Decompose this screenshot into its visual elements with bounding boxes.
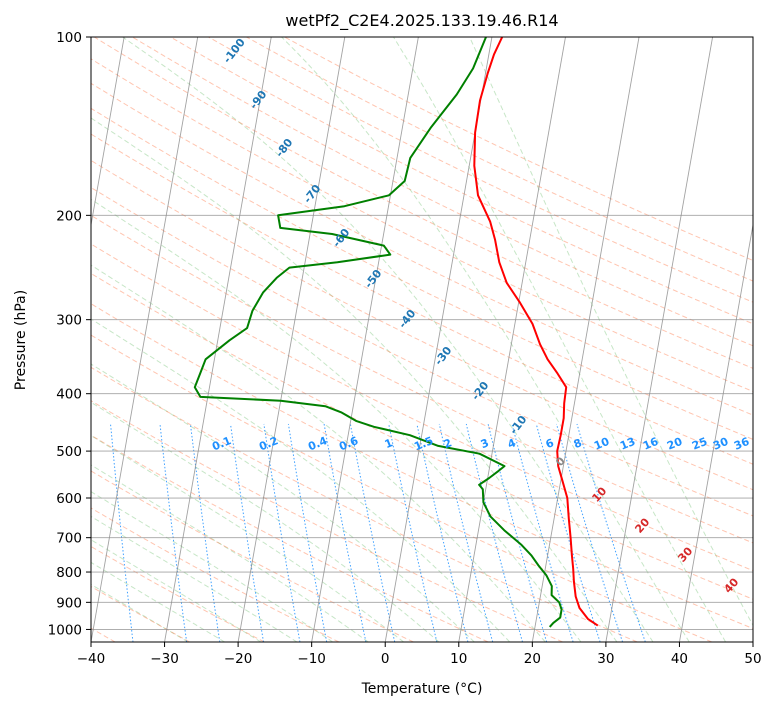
plot-frame [90, 36, 754, 643]
moist-adiabat-line [91, 583, 189, 642]
dry-adiabat-line [91, 214, 753, 544]
mixing-ratio-label: 3 [479, 436, 491, 451]
dry-adiabat-line [132, 37, 753, 347]
mixing-ratio-line [323, 423, 367, 642]
dry-adiabat-line [208, 37, 753, 303]
x-tick-label: 10 [450, 651, 467, 667]
isotherm-line [91, 37, 199, 642]
mixing-ratio-line [465, 423, 523, 642]
mixing-ratio-line [287, 423, 328, 642]
dry-adiabat-line [91, 303, 753, 630]
moist-adiabat-line [91, 491, 333, 642]
chart-title: wetPf2_C2E4.2025.133.19.46.R14 [285, 11, 558, 31]
sounding-series [193, 37, 599, 628]
moist-adiabat-line [91, 539, 262, 642]
dry-adiabat-line [91, 366, 638, 642]
mixing-ratio-line [263, 423, 301, 642]
isotherm-line [91, 37, 125, 228]
temperature-profile-line [473, 37, 599, 627]
isotherm-line [237, 37, 346, 642]
y-tick-label: 900 [56, 595, 82, 611]
mixing-ratio-label: 16 [641, 435, 660, 453]
mixing-ratio-line [230, 423, 264, 642]
axis-ticks: −40 −30 −20 −10 0 10 20 30 40 50 100 200 300 400 500 60… [48, 30, 762, 667]
isotherm-line [679, 222, 753, 642]
mixing-ratio-label: 30 [711, 435, 730, 453]
isotherm-line [531, 37, 640, 642]
x-tick-label: 30 [597, 651, 614, 667]
x-tick-label: 20 [524, 651, 541, 667]
dry-adiabat-line [91, 159, 753, 491]
dry-adiabat-line [91, 400, 563, 642]
mixing-ratio-line [349, 423, 396, 642]
moist-adiabat-line [469, 37, 753, 627]
isotherm-line [605, 37, 714, 642]
mixing-ratio-line [438, 423, 494, 642]
dry-adiabat-line [170, 37, 753, 325]
y-tick-label: 100 [56, 30, 82, 46]
x-tick-label: −40 [77, 651, 106, 667]
x-tick-label: 40 [671, 651, 688, 667]
isotherm-line [458, 37, 566, 642]
y-tick-label: 300 [56, 313, 82, 329]
moist-adiabat-line [91, 401, 440, 642]
mixing-ratio-line [110, 423, 134, 642]
dry-adiabat-line [91, 243, 753, 572]
dewpoint-profile-line [193, 37, 563, 628]
y-tick-label: 800 [56, 565, 82, 581]
mixing-ratio-line [388, 423, 438, 642]
mixing-ratio-label: 20 [665, 435, 684, 453]
mixing-ratio-label: 36 [732, 435, 751, 453]
y-tick-label: 200 [56, 208, 82, 224]
x-tick-label: −10 [297, 651, 326, 667]
mixing-ratio-label: 13 [618, 435, 637, 453]
moist-adiabat-line [281, 37, 690, 642]
moist-adiabat-line [91, 561, 225, 642]
y-tick-label: 500 [56, 444, 82, 460]
moist-adiabat-line [91, 464, 369, 642]
dry-adiabat-line [91, 133, 753, 465]
y-tick-label: 400 [56, 387, 82, 403]
moist-adiabat-line [91, 318, 511, 642]
dry-adiabat-line [93, 37, 753, 369]
x-tick-label: −30 [150, 651, 179, 667]
x-tick-label: −20 [224, 651, 253, 667]
mixing-ratio-line [576, 423, 646, 642]
mixing-ratio-label: 1 [383, 436, 395, 451]
mixing-ratio-label: 2 [442, 436, 454, 451]
mixing-ratio-label: 25 [690, 435, 709, 453]
moist-adiabat-line [91, 198, 582, 642]
isotherm-line [164, 37, 272, 642]
mixing-ratio-label: 10 [592, 435, 611, 453]
x-tick-label: 50 [744, 651, 761, 667]
y-tick-label: 700 [56, 531, 82, 547]
y-tick-label: 1000 [48, 622, 82, 638]
moist-adiabat-line [393, 37, 727, 642]
dry-adiabat-line [91, 186, 753, 517]
dry-adiabat-line [91, 334, 712, 642]
moist-adiabat-line [122, 37, 654, 642]
mixing-ratio-label: 8 [572, 436, 584, 451]
dry-adiabat-line [91, 434, 489, 642]
moist-adiabat-line [91, 434, 404, 642]
y-tick-label: 600 [56, 491, 82, 507]
y-axis-label: Pressure (hPa) [13, 290, 29, 390]
isotherm-line [311, 37, 419, 642]
dry-adiabat-line [91, 545, 265, 642]
mixing-ratio-line [487, 423, 548, 642]
x-axis-label: Temperature (°C) [361, 681, 483, 697]
plot-grid [91, 37, 753, 642]
moist-adiabat-line [91, 117, 618, 642]
moist-adiabat-line [91, 264, 546, 642]
x-tick-label: 0 [381, 651, 390, 667]
